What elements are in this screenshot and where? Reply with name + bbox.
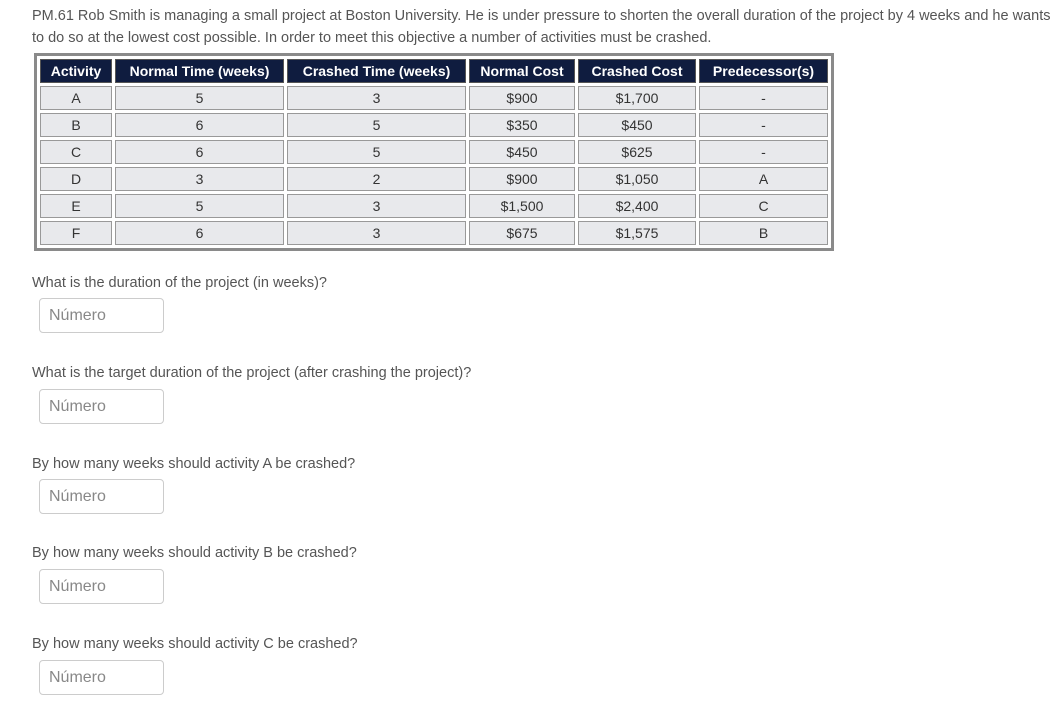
table-cell: 6 xyxy=(115,140,284,164)
table-cell: 6 xyxy=(115,221,284,245)
question-2-label: What is the target duration of the proje… xyxy=(32,365,472,381)
table-cell: 6 xyxy=(115,113,284,137)
table-cell: $350 xyxy=(469,113,575,137)
table-cell: 3 xyxy=(287,86,466,110)
activity-table: Activity Normal Time (weeks) Crashed Tim… xyxy=(34,53,834,251)
table-cell: C xyxy=(40,140,112,164)
table-cell: 3 xyxy=(287,194,466,218)
table-cell: A xyxy=(40,86,112,110)
table-row: A 5 3 $900 $1,700- xyxy=(40,86,828,110)
table-cell: $625 xyxy=(578,140,696,164)
header-normal-cost: Normal Cost xyxy=(469,59,575,83)
problem-statement: PM.61 Rob Smith is managing a small proj… xyxy=(32,8,1051,46)
table-cell: D xyxy=(40,167,112,191)
table-cell: 5 xyxy=(115,194,284,218)
table-cell: 3 xyxy=(287,221,466,245)
question-1-label: What is the duration of the project (in … xyxy=(32,275,327,291)
table-cell: $1,500 xyxy=(469,194,575,218)
table-cell: A xyxy=(699,167,828,191)
table-cell: 2 xyxy=(287,167,466,191)
table-row: C 6 5 $450 $625- xyxy=(40,140,828,164)
table-cell: - xyxy=(699,140,828,164)
question-5-label: By how many weeks should activity C be c… xyxy=(32,636,358,652)
table-cell: $1,700 xyxy=(578,86,696,110)
target-duration-input[interactable] xyxy=(39,389,164,424)
table-row: B 6 5 $350 $450- xyxy=(40,113,828,137)
table-row: D 3 2 $900 $1,050 A xyxy=(40,167,828,191)
table-cell: $900 xyxy=(469,86,575,110)
table-cell: $1,575 xyxy=(578,221,696,245)
table-cell: C xyxy=(699,194,828,218)
table-cell: 3 xyxy=(115,167,284,191)
table-cell: $450 xyxy=(469,140,575,164)
crash-a-input[interactable] xyxy=(39,479,164,514)
header-predecessors: Predecessor(s) xyxy=(699,59,828,83)
table-row: F 6 3 $675 $1,575 B xyxy=(40,221,828,245)
crash-c-input[interactable] xyxy=(39,660,164,695)
table-header-row: Activity Normal Time (weeks) Crashed Tim… xyxy=(40,59,828,83)
table-cell: 5 xyxy=(287,113,466,137)
table-cell: $1,050 xyxy=(578,167,696,191)
table-cell: F xyxy=(40,221,112,245)
table-cell: E xyxy=(40,194,112,218)
question-3-label: By how many weeks should activity A be c… xyxy=(32,456,356,472)
crash-b-input[interactable] xyxy=(39,569,164,604)
table-cell: 5 xyxy=(115,86,284,110)
table-row: E 5 3 $1,500 $2,400 C xyxy=(40,194,828,218)
table-cell: - xyxy=(699,113,828,137)
table-cell: B xyxy=(40,113,112,137)
duration-input[interactable] xyxy=(39,298,164,333)
header-normal-time: Normal Time (weeks) xyxy=(115,59,284,83)
table-cell: 5 xyxy=(287,140,466,164)
table-cell: $450 xyxy=(578,113,696,137)
table-cell: - xyxy=(699,86,828,110)
table-cell: $2,400 xyxy=(578,194,696,218)
header-crashed-cost: Crashed Cost xyxy=(578,59,696,83)
question-4-label: By how many weeks should activity B be c… xyxy=(32,545,357,561)
table-cell: B xyxy=(699,221,828,245)
header-crashed-time: Crashed Time (weeks) xyxy=(287,59,466,83)
header-activity: Activity xyxy=(40,59,112,83)
table-cell: $675 xyxy=(469,221,575,245)
table-cell: $900 xyxy=(469,167,575,191)
